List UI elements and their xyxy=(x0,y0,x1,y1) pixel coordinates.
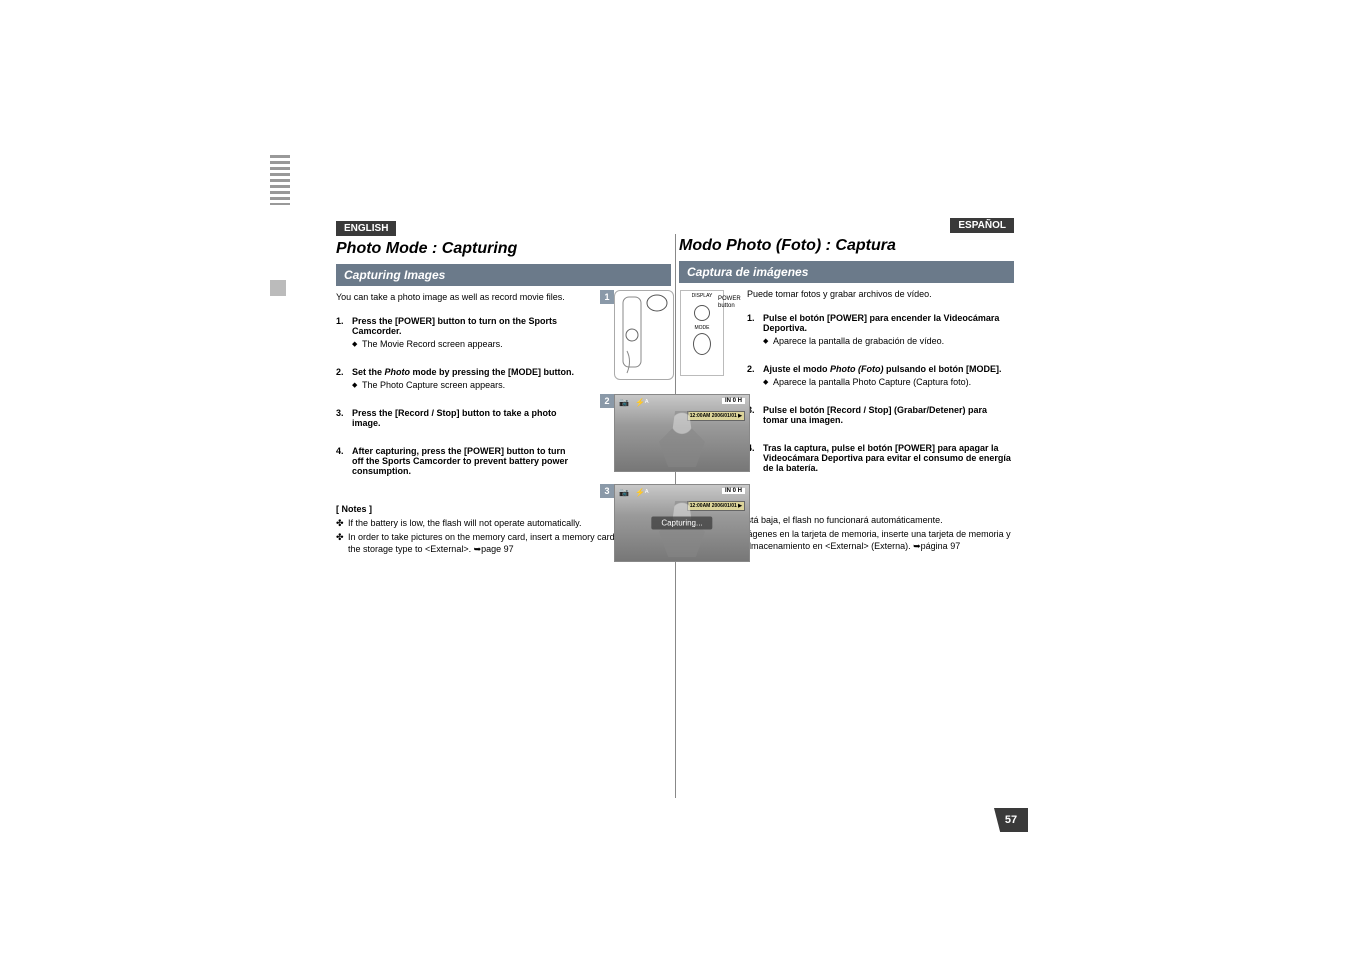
step-sub: The Movie Record screen appears. xyxy=(352,339,576,349)
figure-1: 1 DISPLAY MODE POWER button xyxy=(600,290,750,382)
flash-icon: ⚡ᴬ xyxy=(635,488,649,497)
left-subtitle: Capturing Images xyxy=(336,264,671,286)
step-sub: Aparece la pantalla de grabación de víde… xyxy=(763,336,1014,346)
left-step-4: 4. After capturing, press the [POWER] bu… xyxy=(336,446,576,476)
power-button-callout: POWER button xyxy=(718,296,752,309)
screen-timestamp: 12:00AM 2006/01/01 ▶ xyxy=(687,501,745,511)
step-head: After capturing, press the [POWER] butto… xyxy=(352,446,576,476)
right-step-4: 4. Tras la captura, pulse el botón [POWE… xyxy=(747,443,1014,473)
step-sub: The Photo Capture screen appears. xyxy=(352,380,576,390)
step-head: Pulse el botón [POWER] para encender la … xyxy=(763,313,1014,333)
camera-icon: 📷 xyxy=(619,398,629,407)
left-intro: You can take a photo image as well as re… xyxy=(336,292,576,304)
right-subtitle: Captura de imágenes xyxy=(679,261,1014,283)
step-head: Press the [Record / Stop] button to take… xyxy=(352,408,576,428)
camera-icon: 📷 xyxy=(619,488,629,497)
lcd-screen: 📷 ⚡ᴬ IN 0 H 12:00AM 2006/01/01 ▶ xyxy=(614,394,750,472)
step-number: 4. xyxy=(336,446,352,476)
step-number: 2. xyxy=(336,367,352,390)
power-button-icon xyxy=(694,305,710,321)
step-sub: Aparece la pantalla Photo Capture (Captu… xyxy=(763,377,1014,387)
right-title: Modo Photo (Foto) : Captura xyxy=(679,237,1014,255)
figure-number: 3 xyxy=(600,484,614,498)
step-head: Ajuste el modo Photo (Foto) pulsando el … xyxy=(763,364,1014,374)
screen-counter: IN 0 H xyxy=(722,398,745,404)
manual-page: ENGLISH Photo Mode : Capturing Capturing… xyxy=(330,218,1020,798)
right-step-3: 3. Pulse el botón [Record / Stop] (Graba… xyxy=(747,405,1014,425)
figure-2: 2 📷 ⚡ᴬ IN 0 H 12:00AM 2006/01/01 ▶ xyxy=(600,394,750,472)
right-steps: 1. Pulse el botón [POWER] para encender … xyxy=(747,313,1014,473)
figure-number: 1 xyxy=(600,290,614,304)
panel-mode-label: MODE xyxy=(683,325,721,331)
capturing-overlay: Capturing... xyxy=(651,517,712,530)
panel-display-label: DISPLAY xyxy=(683,293,721,299)
crop-marks xyxy=(270,155,290,205)
left-step-1: 1. Press the [POWER] button to turn on t… xyxy=(336,316,576,349)
step-number: 3. xyxy=(336,408,352,428)
camcorder-icon xyxy=(615,291,675,381)
right-step-2: 2. Ajuste el modo Photo (Foto) pulsando … xyxy=(747,364,1014,387)
step-head: Press the [POWER] button to turn on the … xyxy=(352,316,576,336)
crop-square xyxy=(270,280,286,296)
right-intro: Puede tomar fotos y grabar archivos de v… xyxy=(747,289,1014,301)
step-number: 1. xyxy=(336,316,352,349)
screen-counter: IN 0 H xyxy=(722,488,745,494)
step-head-italic: Photo (Foto) xyxy=(830,364,883,374)
flash-icon: ⚡ᴬ xyxy=(635,398,649,407)
camcorder-outline xyxy=(614,290,674,380)
step-head-pre: Set the xyxy=(352,367,385,377)
lcd-screen: 📷 ⚡ᴬ IN 0 H 12:00AM 2006/01/01 ▶ Capturi… xyxy=(614,484,750,562)
step-head: Set the Photo mode by pressing the [MODE… xyxy=(352,367,576,377)
step-head-pre: Ajuste el modo xyxy=(763,364,830,374)
screen-timestamp: 12:00AM 2006/01/01 ▶ xyxy=(687,411,745,421)
step-head-post: mode by pressing the [MODE] button. xyxy=(410,367,574,377)
step-head: Pulse el botón [Record / Stop] (Grabar/D… xyxy=(763,405,1014,425)
screen-icons: 📷 ⚡ᴬ xyxy=(619,398,649,407)
figures-container: 1 DISPLAY MODE POWER button 2 xyxy=(600,290,750,574)
figure-number: 2 xyxy=(600,394,614,408)
lang-badge-english: ENGLISH xyxy=(336,221,396,236)
step-head: Tras la captura, pulse el botón [POWER] … xyxy=(763,443,1014,473)
left-step-2: 2. Set the Photo mode by pressing the [M… xyxy=(336,367,576,390)
right-step-1: 1. Pulse el botón [POWER] para encender … xyxy=(747,313,1014,346)
screen-icons: 📷 ⚡ᴬ xyxy=(619,488,649,497)
left-title: Photo Mode : Capturing xyxy=(336,240,671,258)
mode-button-icon xyxy=(693,333,711,355)
step-head-post: pulsando el botón [MODE]. xyxy=(884,364,1002,374)
page-number: 57 xyxy=(994,808,1028,832)
step-head-italic: Photo xyxy=(385,367,411,377)
left-step-3: 3. Press the [Record / Stop] button to t… xyxy=(336,408,576,428)
figure-3: 3 📷 ⚡ᴬ IN 0 H 12:00AM 2006/01/01 ▶ Captu… xyxy=(600,484,750,562)
lang-badge-spanish: ESPAÑOL xyxy=(950,218,1014,233)
